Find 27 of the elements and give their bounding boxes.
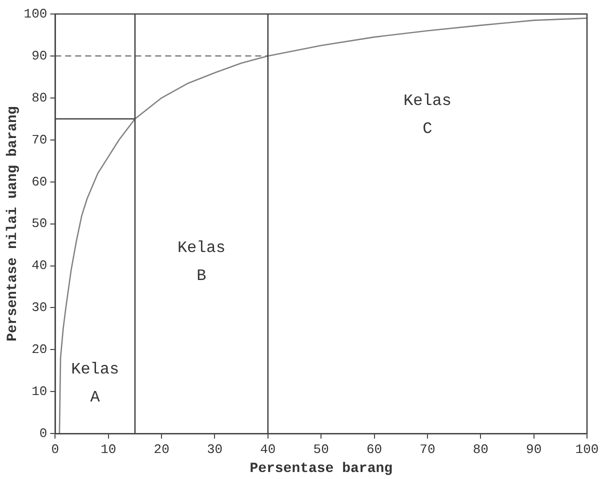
annotation: Kelas A xyxy=(71,360,120,406)
x-tick-label: 0 xyxy=(51,442,60,457)
x-tick-label: 50 xyxy=(313,442,329,457)
x-axis-title: Persentase barang xyxy=(250,461,393,478)
y-tick-label: 50 xyxy=(32,216,48,232)
x-tick-label: 10 xyxy=(100,442,116,457)
y-tick-label: 10 xyxy=(32,384,48,400)
y-tick-label: 90 xyxy=(32,48,48,64)
y-tick-label: 70 xyxy=(32,132,48,148)
y-axis-title: Persentase nilai uang barang xyxy=(4,106,21,342)
y-tick-label: 20 xyxy=(32,342,48,358)
x-tick-label: 70 xyxy=(420,442,436,457)
y-tick-label: 30 xyxy=(32,300,48,316)
x-tick-label: 100 xyxy=(575,442,599,457)
annotation: Kelas C xyxy=(403,92,452,138)
annotation: Kelas B xyxy=(177,238,226,285)
x-tick-label: 60 xyxy=(366,442,382,457)
y-tick-label: 80 xyxy=(32,90,48,106)
x-tick-label: 20 xyxy=(154,442,170,457)
y-tick-label: 100 xyxy=(24,6,48,22)
x-tick-label: 80 xyxy=(472,442,488,457)
y-tick-label: 60 xyxy=(32,174,48,190)
y-tick-label: 40 xyxy=(32,258,48,274)
x-tick-label: 40 xyxy=(260,442,276,457)
x-tick-label: 30 xyxy=(206,442,223,457)
x-tick-label: 90 xyxy=(526,442,542,457)
y-tick-label: 0 xyxy=(39,426,48,442)
